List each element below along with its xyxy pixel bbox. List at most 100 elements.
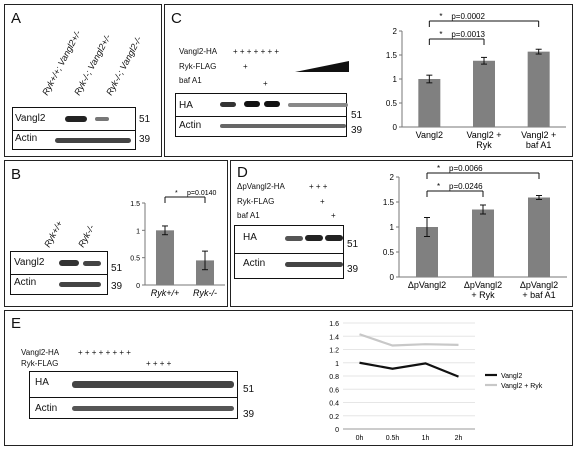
p-value: p=0.0066 — [449, 164, 483, 173]
bar — [473, 60, 495, 128]
panel-b-label: B — [11, 166, 22, 183]
category-label: Ryk-/- — [193, 288, 217, 298]
y-tick-label: 0.4 — [329, 401, 339, 408]
panel-e: E Vangl2-HA + + + + + + + + Ryk-FLAG + +… — [4, 310, 573, 446]
y-tick-label: 0.8 — [329, 374, 339, 381]
panel-b: B Ryk+/+ Ryk-/- Vangl2 Actin 51 39 0 0.5 1… — [4, 160, 228, 307]
category-label: ΔpVangl2 — [408, 280, 446, 290]
blot-row-label: Vangl2 — [15, 113, 46, 124]
mw-marker: 39 — [351, 125, 363, 136]
y-tick-label: 2 — [390, 173, 395, 182]
y-tick-label: 1.5 — [383, 198, 395, 207]
y-tick-label: 1.2 — [329, 348, 339, 355]
treatment-marks: + + + + — [146, 359, 172, 368]
y-tick-label: 1 — [390, 223, 395, 232]
treatment-marks: + + + + + + + + — [78, 348, 131, 357]
bar — [527, 51, 550, 127]
category-label: ΔpVangl2 — [520, 280, 558, 290]
bar — [418, 79, 441, 127]
legend-label: Vangl2 + Ryk — [501, 383, 543, 390]
mw-marker: 51 — [243, 384, 255, 395]
series-line — [359, 361, 459, 378]
panel-d-label: D — [237, 164, 248, 181]
blot-row-label: HA — [243, 232, 257, 243]
blot-row-label: Actin — [35, 403, 58, 414]
category-label: ΔpVangl2 — [464, 280, 502, 290]
ryk-gradient-wedge — [295, 61, 349, 72]
blot-row-label: Actin — [15, 133, 38, 144]
blot-row-label: Vangl2 — [14, 257, 45, 268]
y-tick-label: 1.4 — [329, 334, 339, 341]
blot-row-label: Actin — [14, 277, 37, 288]
y-tick-label: 0.6 — [329, 387, 339, 394]
treatment-label: Vangl2-HA — [179, 47, 218, 56]
y-tick-label: 1.5 — [386, 51, 398, 60]
panel-c-label: C — [171, 10, 182, 27]
y-tick-label: 1.5 — [130, 201, 140, 208]
blot-row-label: HA — [179, 100, 193, 111]
y-tick-label: 0.5 — [130, 256, 140, 263]
sig-star: * — [439, 30, 442, 39]
y-tick-label: 1 — [136, 228, 140, 235]
mw-marker: 39 — [347, 264, 359, 275]
y-tick-label: 2 — [393, 27, 398, 36]
treatment-label: Ryk-FLAG — [179, 62, 217, 71]
panel-d: D ΔpVangl2-HA + + + Ryk-FLAG + baf A1 + … — [230, 160, 573, 307]
p-value: p=0.0013 — [451, 30, 485, 39]
mw-marker: 51 — [347, 239, 359, 250]
category-label: + baf A1 — [522, 290, 555, 300]
panel-a-label: A — [11, 10, 22, 27]
y-tick-label: 1 — [393, 75, 398, 84]
bar — [156, 230, 174, 285]
category-label: Ryk — [476, 140, 492, 150]
legend-label: Vangl2 — [501, 373, 522, 380]
chart-b: 0 0.5 1 1.5 Ryk+/+ Ryk-/- * p=0.0140 — [130, 190, 225, 298]
sig-star: * — [437, 182, 440, 191]
bar — [196, 260, 214, 285]
mw-marker: 51 — [111, 263, 123, 274]
p-value: p=0.0002 — [451, 12, 485, 21]
panel-a: A Ryk+/+; Vangl2+/- Ryk-/-; Vangl2+/- Ry… — [4, 4, 162, 157]
category-label: Vangl2 — [416, 130, 443, 140]
mw-marker: 39 — [111, 281, 123, 292]
sig-star: * — [437, 164, 440, 173]
category-label: + Ryk — [471, 290, 495, 300]
y-tick-label: 0.2 — [329, 414, 339, 421]
mw-marker: 39 — [139, 134, 151, 145]
bar — [472, 209, 494, 277]
treatment-marks: + — [331, 211, 336, 220]
p-value: p=0.0140 — [187, 190, 216, 197]
western-blot — [234, 225, 344, 279]
category-label: Ryk+/+ — [151, 288, 180, 298]
treatment-label: Vangl2-HA — [21, 348, 60, 357]
y-tick-label: 0.5 — [383, 248, 395, 257]
y-tick-label: 1.6 — [329, 321, 339, 328]
treatment-marks: + — [243, 62, 248, 71]
x-tick-label: 0h — [356, 435, 364, 442]
lane-label: Ryk-/- — [76, 223, 97, 249]
treatment-label: Ryk-FLAG — [21, 359, 59, 368]
treatment-marks: + — [263, 79, 268, 88]
treatment-marks: + — [320, 197, 325, 206]
lane-label: Ryk+/+ — [42, 219, 65, 249]
chart-e: 0 0.2 0.4 0.6 0.8 1 1.2 1.4 1.6 0h 0.5h 1h 2h Vangl2 V… — [329, 321, 543, 442]
western-blot — [29, 371, 238, 419]
bar — [528, 197, 550, 277]
y-tick-label: 0.5 — [386, 99, 398, 108]
series-line — [359, 333, 459, 347]
y-tick-label: 0 — [136, 283, 140, 290]
x-tick-label: 2h — [455, 435, 463, 442]
treatment-label: ΔpVangl2-HA — [237, 182, 285, 191]
treatment-label: Ryk-FLAG — [237, 197, 275, 206]
treatment-marks: + + + — [309, 182, 328, 191]
bar — [416, 227, 438, 277]
treatment-label: baf A1 — [237, 211, 260, 220]
mw-marker: 51 — [139, 114, 151, 125]
treatment-label: baf A1 — [179, 76, 202, 85]
category-label: baf A1 — [526, 140, 552, 150]
western-blot — [175, 93, 348, 137]
y-tick-label: 1 — [335, 361, 339, 368]
p-value: p=0.0246 — [449, 182, 483, 191]
